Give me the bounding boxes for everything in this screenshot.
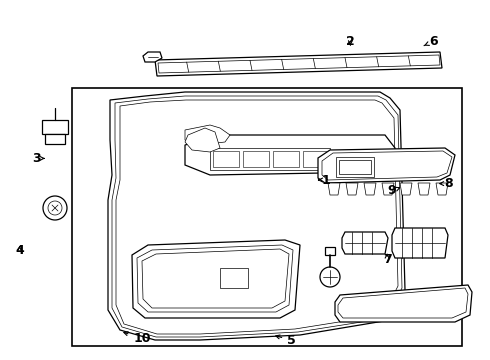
- Bar: [325, 247, 335, 255]
- Circle shape: [48, 201, 62, 215]
- Text: 6: 6: [424, 35, 438, 48]
- Polygon shape: [132, 240, 300, 318]
- Text: 5: 5: [276, 334, 296, 347]
- Circle shape: [320, 267, 340, 287]
- Circle shape: [43, 196, 67, 220]
- Polygon shape: [328, 183, 340, 195]
- Polygon shape: [318, 148, 455, 183]
- Polygon shape: [185, 128, 220, 152]
- Polygon shape: [392, 228, 448, 258]
- Polygon shape: [185, 125, 230, 145]
- Polygon shape: [342, 232, 388, 254]
- Polygon shape: [382, 183, 394, 195]
- Bar: [336, 157, 374, 177]
- Bar: [339, 160, 371, 174]
- Text: 2: 2: [346, 35, 355, 48]
- Polygon shape: [346, 183, 358, 195]
- Polygon shape: [335, 285, 472, 322]
- Bar: [42, 120, 68, 134]
- Bar: [243, 151, 269, 167]
- Bar: [213, 151, 239, 167]
- Bar: [45, 134, 65, 144]
- Text: 4: 4: [15, 244, 24, 257]
- Text: 3: 3: [32, 152, 44, 165]
- Polygon shape: [158, 55, 440, 73]
- Polygon shape: [436, 183, 448, 195]
- Polygon shape: [143, 52, 162, 62]
- Polygon shape: [364, 183, 376, 195]
- Bar: [303, 151, 329, 167]
- Text: 7: 7: [383, 253, 392, 266]
- Polygon shape: [185, 135, 395, 175]
- Bar: [72, 88, 462, 346]
- Bar: [273, 151, 299, 167]
- Text: 9: 9: [388, 184, 400, 197]
- Text: 1: 1: [318, 174, 330, 186]
- Text: 10: 10: [124, 332, 151, 345]
- Polygon shape: [108, 92, 405, 340]
- Text: 8: 8: [440, 177, 453, 190]
- Polygon shape: [400, 183, 412, 195]
- Bar: [220, 268, 248, 288]
- Bar: [210, 148, 330, 170]
- Polygon shape: [418, 183, 430, 195]
- Polygon shape: [155, 52, 442, 76]
